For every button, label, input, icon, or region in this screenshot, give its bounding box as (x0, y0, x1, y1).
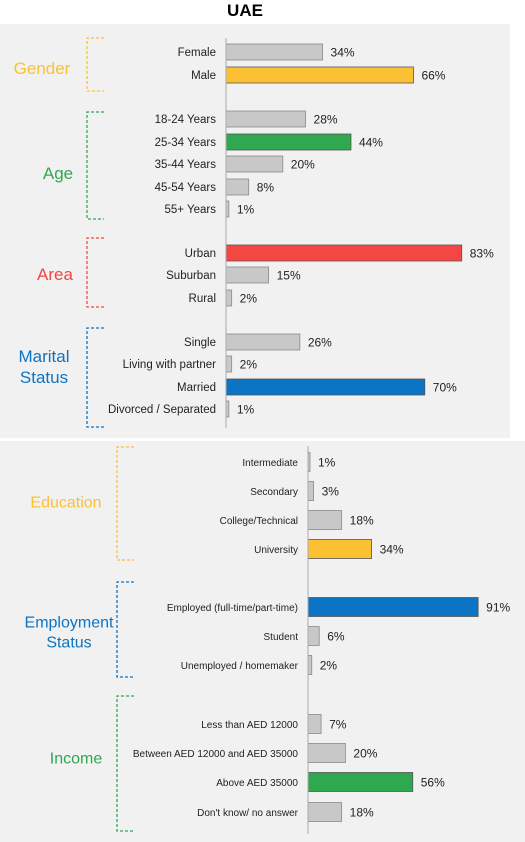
category-label-single: Single (184, 337, 216, 349)
marital-status-bracket (86, 327, 104, 428)
category-label-male: Male (191, 70, 216, 82)
category-label-university: University (254, 545, 298, 556)
value-label-secondary: 3% (322, 485, 340, 499)
bar-male (225, 66, 414, 84)
value-label-suburban: 15% (277, 269, 301, 283)
bar-unemployed-homemaker (307, 655, 313, 675)
value-label-female: 34% (331, 46, 355, 60)
category-label-divorced-separated: Divorced / Separated (108, 404, 216, 416)
marital-status-group-label: Marital (18, 347, 69, 366)
education-group-label: Education (30, 495, 101, 512)
age-group-label: Age (43, 164, 73, 183)
value-label-don-t-know-no-answer: 18% (350, 806, 374, 820)
value-label-unemployed-homemaker: 2% (320, 659, 338, 673)
category-label-living-with-partner: Living with partner (123, 359, 216, 371)
value-label-between-aed-12000-and-aed-35000: 20% (353, 747, 377, 761)
category-label-rural: Rural (189, 293, 216, 305)
panel-divider (0, 438, 525, 441)
value-label-single: 26% (308, 336, 332, 350)
bar-married (225, 378, 426, 396)
category-label-25-34-years: 25-34 Years (155, 137, 217, 149)
category-label-55-years: 55+ Years (165, 204, 217, 216)
bar-less-than-aed-12000 (307, 714, 322, 734)
value-label-45-54-years: 8% (257, 181, 275, 195)
area-bracket (86, 237, 104, 308)
value-label-less-than-aed-12000: 7% (329, 718, 347, 732)
employment-status-bracket (116, 581, 134, 678)
value-label-college-technical: 18% (350, 514, 374, 528)
bar-female (225, 43, 323, 61)
income-bracket (116, 695, 134, 832)
bar-above-aed-35000 (307, 772, 414, 792)
age-bracket (86, 111, 104, 220)
category-label-less-than-aed-12000: Less than AED 12000 (201, 720, 298, 731)
value-label-25-34-years: 44% (359, 136, 383, 150)
bar-suburban (225, 266, 269, 284)
value-label-living-with-partner: 2% (240, 358, 258, 372)
category-label-18-24-years: 18-24 Years (155, 114, 217, 126)
bar-25-34-years (225, 133, 352, 151)
category-label-above-aed-35000: Above AED 35000 (216, 778, 298, 789)
bar-don-t-know-no-answer (307, 802, 343, 822)
bar-university (307, 539, 372, 559)
bar-urban (225, 244, 463, 262)
category-label-college-technical: College/Technical (220, 516, 298, 527)
category-label-suburban: Suburban (166, 270, 216, 282)
bar-between-aed-12000-and-aed-35000 (307, 743, 346, 763)
category-label-urban: Urban (185, 248, 216, 260)
bar-living-with-partner (225, 355, 233, 373)
bar-single (225, 333, 301, 351)
employment-status-group-label: Employment (25, 615, 114, 632)
value-label-55-years: 1% (237, 203, 255, 217)
category-label-married: Married (177, 382, 216, 394)
category-label-student: Student (264, 632, 299, 643)
value-label-18-24-years: 28% (314, 113, 338, 127)
category-label-female: Female (178, 47, 216, 59)
income-group-label: Income (50, 751, 103, 768)
education-bracket (116, 446, 134, 561)
bar-35-44-years (225, 155, 284, 173)
upper-chart-panel (0, 24, 510, 440)
bar-45-54-years (225, 178, 250, 196)
category-label-unemployed-homemaker: Unemployed / homemaker (181, 661, 299, 672)
category-label-employed-full-time-part-time: Employed (full-time/part-time) (167, 603, 298, 614)
lower-chart-panel (0, 440, 525, 842)
page-title: UAE (227, 1, 263, 20)
value-label-student: 6% (327, 630, 345, 644)
category-label-don-t-know-no-answer: Don't know/ no answer (197, 808, 299, 819)
value-label-urban: 83% (470, 247, 494, 261)
value-label-male: 66% (421, 69, 445, 83)
value-label-35-44-years: 20% (291, 158, 315, 172)
category-label-between-aed-12000-and-aed-35000: Between AED 12000 and AED 35000 (133, 749, 299, 760)
bar-student (307, 626, 320, 646)
value-label-rural: 2% (240, 292, 258, 306)
category-label-intermediate: Intermediate (242, 458, 298, 469)
value-label-divorced-separated: 1% (237, 403, 255, 417)
value-label-employed-full-time-part-time: 91% (486, 601, 510, 615)
value-label-university: 34% (380, 543, 404, 557)
category-label-secondary: Secondary (250, 487, 298, 498)
marital-status-group-label: Status (20, 368, 68, 387)
employment-status-group-label: Status (46, 635, 91, 652)
value-label-intermediate: 1% (318, 456, 336, 470)
bar-college-technical (307, 510, 343, 530)
gender-bracket (86, 37, 104, 92)
area-group-label: Area (37, 265, 73, 284)
bar-employed-full-time-part-time (307, 597, 479, 617)
bar-secondary (307, 481, 315, 501)
value-label-above-aed-35000: 56% (421, 776, 445, 790)
bar-18-24-years (225, 110, 306, 128)
gender-group-label: Gender (14, 59, 71, 78)
category-label-35-44-years: 35-44 Years (155, 159, 217, 171)
category-label-45-54-years: 45-54 Years (155, 182, 217, 194)
value-label-married: 70% (433, 381, 457, 395)
bar-rural (225, 289, 233, 307)
